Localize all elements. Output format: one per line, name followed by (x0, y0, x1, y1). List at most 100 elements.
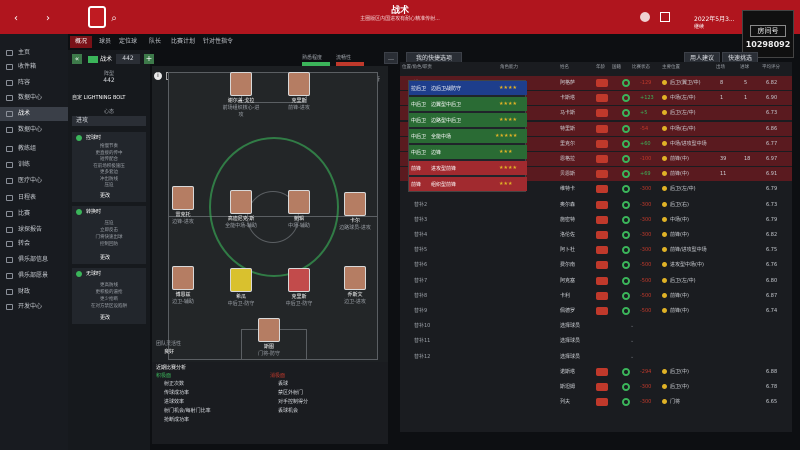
role-option[interactable]: 中后卫 边路型中后卫 ★★★★ (409, 113, 527, 127)
chevron-down-icon[interactable]: ⌄ (630, 323, 635, 330)
column-header[interactable]: 进球 (740, 65, 749, 70)
sidebar-item-staff[interactable]: 教练组 (0, 142, 68, 156)
player-name[interactable]: 维特卡 (560, 186, 576, 193)
table-row[interactable]: 替补8 卡利 -500 前锋(中) 6.87 (400, 289, 792, 303)
sidebar-item-data[interactable]: 数据中心 (0, 123, 68, 137)
player-name[interactable]: 奥尔森 (560, 201, 576, 208)
table-row[interactable]: 替补4 洛伦佐 -300 前锋(中) 6.82 (400, 228, 792, 242)
table-row[interactable]: 替补9 佩德罗 -500 前锋(中) 6.74 (400, 304, 792, 318)
column-header[interactable]: 平均评分 (762, 65, 780, 70)
column-header[interactable]: 姓名 (560, 65, 569, 70)
player-card[interactable]: 克里斯 前锋-进攻 (280, 72, 318, 118)
player-name[interactable]: 贝恩斯 (560, 171, 576, 178)
player-name[interactable]: 恩格拉 (560, 156, 576, 162)
column-header[interactable]: 位置/角色/职责 (402, 65, 433, 70)
alert-icon[interactable] (640, 12, 650, 22)
tab-captains[interactable]: 队长 (149, 38, 162, 45)
sidebar-item-inbox[interactable]: 收件箱 (0, 60, 68, 74)
sidebar-item-transfers[interactable]: 转会 (0, 237, 68, 251)
forward-icon[interactable]: › (46, 13, 50, 24)
sidebar-item-club-vision[interactable]: 俱乐部愿景 (0, 269, 68, 283)
table-row[interactable]: 替补10 选择球员 ⌄ (400, 319, 792, 333)
tab-overview[interactable]: 概况 (70, 36, 93, 48)
sidebar-item-scouting[interactable]: 球探报告 (0, 223, 68, 237)
player-card[interactable]: 卡尔 边路球员-进攻 (336, 192, 374, 238)
player-name[interactable]: 列夫 (560, 399, 571, 406)
player-name[interactable]: 选择球员 (560, 323, 581, 330)
column-header[interactable]: 出场 (716, 65, 725, 70)
card-edit-button[interactable]: 更改 (100, 255, 111, 261)
sidebar-item-finance[interactable]: 财政 (0, 285, 68, 299)
role-option[interactable]: 中后卫 边锋 ★★★ (409, 145, 527, 159)
info-icon[interactable]: i (154, 72, 162, 80)
player-name[interactable]: 诺斯塔 (560, 368, 576, 375)
table-row[interactable]: 替补6 费尔南 -500 进攻型中场(中) 6.76 (400, 258, 792, 272)
player-card[interactable]: 谢尔盖·戈拉 前场组织核心-进攻 (222, 72, 260, 118)
table-row[interactable]: 替补3 施密特 -300 中场(中) 6.79 (400, 213, 792, 227)
tab-opposition-instructions[interactable]: 针对性指令 (203, 38, 234, 45)
sidebar-item-tactics-dyn[interactable]: 数据中心 (0, 91, 68, 105)
player-card[interactable]: 雷克托 边锋-进攻 (164, 186, 202, 232)
player-card[interactable]: 高迪尼克·斯 全能中场-辅助 (222, 190, 260, 236)
sidebar-item-tactics[interactable]: 战术 (0, 107, 68, 121)
player-name[interactable]: 阿格萨 (560, 80, 576, 86)
table-row[interactable]: 替补11 选择球员 ⌄ (400, 334, 792, 348)
table-row[interactable]: 替补7 阿克塞 -500 后卫(左/中) 6.80 (400, 274, 792, 288)
player-card[interactable]: 博恩兹 边卫-辅助 (164, 266, 202, 312)
chevron-down-icon[interactable]: ⌄ (630, 338, 635, 345)
table-row[interactable]: 斯坦姆 -300 后卫(中) 6.78 (400, 380, 792, 394)
player-card[interactable]: 乔斯文 边卫-进攻 (336, 266, 374, 312)
player-name[interactable]: 里克尔 (560, 140, 576, 147)
table-row[interactable]: 替补2 奥尔森 -300 后卫(右) 6.73 (400, 198, 792, 212)
tactic-name[interactable]: 自定 LIGHTNING BOLT (72, 95, 126, 101)
sidebar-item-matches[interactable]: 比赛 (0, 207, 68, 221)
chevron-down-icon[interactable]: ⌄ (630, 353, 635, 360)
player-card[interactable]: 鲍辑 中场-辅助 (280, 190, 318, 236)
table-row[interactable]: 替补5 阿卜杜 -300 前锋/进攻型中场 6.75 (400, 243, 792, 257)
column-header[interactable]: 国籍 (612, 65, 621, 70)
player-name[interactable]: 卡利 (560, 292, 571, 299)
player-name[interactable]: 选择球员 (560, 338, 581, 345)
role-option[interactable]: 中后卫 全能中场 ★★★★★ (409, 129, 527, 143)
sidebar-item-squad[interactable]: 阵容 (0, 76, 68, 90)
player-card[interactable]: 斯图 门将-防守 (250, 318, 288, 364)
column-header[interactable]: 比赛状态 (632, 65, 650, 70)
column-header[interactable]: 主要位置 (662, 65, 680, 70)
sidebar-item-home[interactable]: 主页 (0, 46, 68, 60)
player-name[interactable]: 阿卜杜 (560, 247, 576, 254)
table-row[interactable]: 列夫 -300 门将 6.65 (400, 395, 792, 409)
role-option[interactable]: 拉后卫 边后卫战防守 ★★★★ (409, 81, 527, 95)
tab-match-plan[interactable]: 比赛计划 (171, 38, 196, 45)
player-name[interactable]: 卡斯塔 (560, 95, 576, 102)
role-option[interactable]: 前锋 进攻型前锋 ★★★★ (409, 161, 527, 175)
collapse-icon[interactable]: « (72, 54, 82, 64)
table-row[interactable]: 替补12 选择球员 ⌄ (400, 350, 792, 364)
column-header[interactable]: 年龄 (596, 65, 605, 70)
player-name[interactable]: 斯坦姆 (560, 384, 576, 390)
tab-players[interactable]: 球员 (99, 38, 112, 45)
mentality-select[interactable]: 进攻 (72, 116, 146, 126)
column-header[interactable]: 角色能力 (500, 65, 518, 70)
search-icon[interactable]: ⌕ (111, 13, 117, 24)
player-name[interactable]: 费尔南 (560, 262, 576, 269)
player-name[interactable]: 施密特 (560, 216, 576, 223)
more-icon[interactable]: … (384, 52, 398, 64)
player-name[interactable]: 阿克塞 (560, 277, 576, 284)
player-card[interactable]: 希瓜 中后卫-防守 (222, 268, 260, 314)
add-tactic-icon[interactable]: + (144, 54, 154, 64)
player-name[interactable]: 洛伦佐 (560, 232, 576, 238)
continue-button[interactable]: 继续 (694, 24, 705, 30)
sidebar-item-medical[interactable]: 医疗中心 (0, 174, 68, 188)
sidebar-item-training[interactable]: 训练 (0, 158, 68, 172)
player-card[interactable]: 克里斯 中后卫-防守 (280, 268, 318, 314)
table-row[interactable]: 诺斯塔 -294 后卫(中) 6.88 (400, 365, 792, 379)
player-name[interactable]: 选择球员 (560, 353, 581, 360)
role-option[interactable]: 前锋 组织型前锋 ★★★ (409, 177, 527, 191)
player-name[interactable]: 佩德罗 (560, 308, 576, 314)
back-icon[interactable]: ‹ (14, 13, 18, 24)
sidebar-item-dev-centre[interactable]: 开发中心 (0, 300, 68, 314)
player-name[interactable]: 马卡斯 (560, 110, 576, 117)
formation-select[interactable]: 442 (116, 54, 140, 64)
sidebar-item-schedule[interactable]: 日程表 (0, 191, 68, 205)
menu-icon[interactable] (660, 12, 670, 22)
